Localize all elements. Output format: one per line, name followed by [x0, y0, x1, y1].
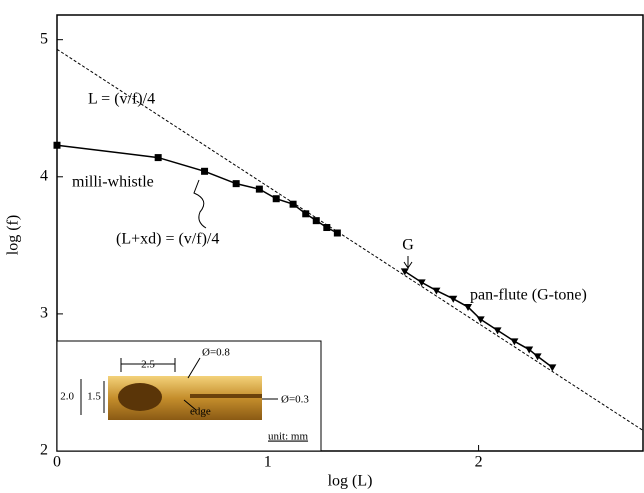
x-tick-label: 0 — [53, 454, 61, 471]
inset-label: Ø=0.3 — [281, 394, 309, 406]
inset-bore — [118, 383, 162, 411]
plot-frame — [56, 14, 644, 452]
annotation: L = (v/f)/4 — [88, 91, 155, 108]
marker — [533, 353, 542, 361]
plot-content — [53, 39, 644, 452]
marker — [333, 229, 341, 237]
annotation-arrow — [193, 179, 207, 229]
marker — [154, 154, 162, 162]
marker — [548, 364, 557, 372]
marker — [417, 279, 426, 287]
annotation: pan-flute (G-tone) — [470, 287, 587, 304]
annotation-arrow — [403, 256, 413, 269]
inset-label: Ø=0.8 — [202, 347, 230, 359]
marker — [493, 327, 502, 335]
y-tick-label: 2 — [40, 442, 48, 459]
marker — [525, 346, 534, 354]
marker — [289, 200, 297, 208]
annotation: milli-whistle — [72, 174, 154, 191]
x-tick-label: 2 — [475, 454, 483, 471]
inset-label: 2.0 — [60, 391, 74, 403]
marker — [53, 141, 61, 149]
y-tick-label: 3 — [40, 305, 48, 322]
arrow — [187, 357, 201, 379]
annotation: (L+xd) = (v/f)/4 — [116, 231, 219, 248]
inset-label: 2.5 — [141, 359, 155, 371]
series-line — [56, 48, 644, 431]
annotation: G — [402, 237, 414, 254]
inset-label: unit: mm — [268, 431, 308, 443]
y-tick-label: 5 — [40, 30, 48, 47]
y-axis-label: log (f) — [5, 215, 22, 255]
inset: 2.5 Ø=0.8 2.0 1.5 Ø=0.3 edge unit: mm — [56, 340, 322, 452]
marker — [312, 217, 320, 225]
inset-label: edge — [190, 406, 211, 418]
marker — [432, 287, 441, 295]
marker — [464, 304, 473, 312]
inset-label: 1.5 — [87, 391, 101, 403]
marker — [476, 316, 485, 324]
marker — [510, 338, 519, 346]
inset-hole — [190, 394, 262, 398]
marker — [302, 210, 310, 218]
marker — [255, 185, 263, 193]
marker — [400, 268, 409, 276]
arrow — [183, 399, 197, 411]
marker — [272, 195, 280, 203]
marker — [201, 167, 209, 175]
marker — [323, 224, 331, 232]
x-axis-label: log (L) — [328, 473, 373, 490]
x-tick-label: 1 — [264, 454, 272, 471]
marker — [232, 180, 240, 188]
y-tick-label: 4 — [40, 167, 48, 184]
marker — [449, 295, 458, 303]
